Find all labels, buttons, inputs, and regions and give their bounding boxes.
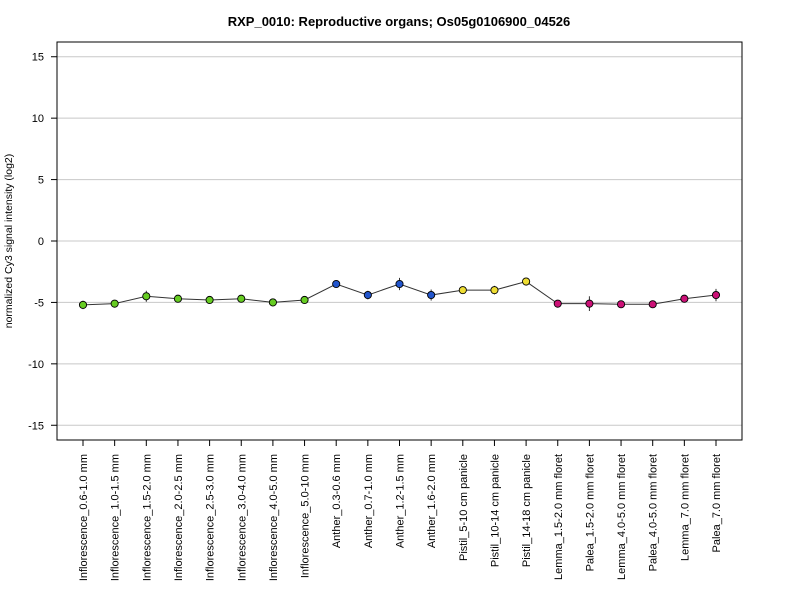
grid-lines xyxy=(57,56,742,426)
data-point xyxy=(490,286,499,295)
data-point xyxy=(142,292,151,301)
x-tick-label: Palea_1.5-2.0 mm floret xyxy=(584,454,596,571)
y-tick-label: 0 xyxy=(38,236,44,248)
x-tick-label: Palea_4.0-5.0 mm floret xyxy=(648,454,660,571)
y-tick-label: 10 xyxy=(32,113,44,125)
data-point xyxy=(173,294,182,303)
x-tick-label: Inflorescence_4.0-5.0 mm xyxy=(268,454,280,581)
data-point xyxy=(300,295,309,305)
y-tick-label: 5 xyxy=(38,175,44,187)
x-tick-label: Inflorescence_1.5-2.0 mm xyxy=(141,454,153,581)
x-tick-label: Anther_0.7-1.0 mm xyxy=(363,454,375,548)
data-point xyxy=(458,286,467,295)
x-tick-label: Inflorescence_2.5-3.0 mm xyxy=(205,454,217,581)
data-point xyxy=(522,277,531,286)
x-tick-label: Inflorescence_1.0-1.5 mm xyxy=(110,454,122,581)
x-tick-label: Inflorescence_3.0-4.0 mm xyxy=(236,454,248,581)
y-tick-label: -10 xyxy=(28,359,44,371)
data-point xyxy=(363,290,372,300)
data-point xyxy=(553,299,562,308)
data-point xyxy=(680,294,689,303)
x-tick-label: Inflorescence_5.0-10 mm xyxy=(300,454,312,578)
axes: 15 10 5 0 -5 -10 -15 Inflorescence_0.6-1.0 mm In… xyxy=(28,52,723,581)
data-point xyxy=(78,300,88,309)
x-tick-label: Anther_0.3-0.6 mm xyxy=(331,454,343,548)
y-axis-title: normalized Cy3 signal intensity (log2) xyxy=(3,154,15,329)
x-tick-label: Pistil_10-14 cm panicle xyxy=(489,454,501,567)
x-tick-label: Anther_1.6-2.0 mm xyxy=(426,454,438,548)
data-point xyxy=(110,299,119,308)
data-point xyxy=(395,279,404,289)
y-tick-label: -15 xyxy=(28,420,44,432)
series-line xyxy=(78,277,721,312)
x-tick-label: Lemma_7.0 mm floret xyxy=(679,454,691,561)
data-point xyxy=(711,290,721,300)
data-point xyxy=(205,295,214,305)
data-point xyxy=(268,298,277,307)
data-point xyxy=(427,290,436,300)
data-point xyxy=(585,299,594,308)
x-tick-label: Palea_7.0 mm floret xyxy=(711,454,723,552)
x-tick-label: Inflorescence_2.0-2.5 mm xyxy=(173,454,185,581)
x-tick-label: Lemma_4.0-5.0 mm floret xyxy=(616,454,628,580)
data-point xyxy=(648,300,657,309)
data-point xyxy=(332,279,341,289)
x-tick-label: Lemma_1.5-2.0 mm floret xyxy=(553,454,565,580)
data-point xyxy=(237,294,246,303)
y-tick-label: -5 xyxy=(34,297,44,309)
x-tick-label: Anther_1.2-1.5 mm xyxy=(395,454,407,548)
chart-title: RXP_0010: Reproductive organs; Os05g0106… xyxy=(228,14,571,29)
y-tick-label: 15 xyxy=(32,52,44,64)
data-point xyxy=(617,300,626,309)
x-tick-label: Inflorescence_0.6-1.0 mm xyxy=(78,454,90,581)
plot-frame xyxy=(56,41,743,441)
x-tick-label: Pistil_5-10 cm panicle xyxy=(458,454,470,561)
x-tick-label: Pistil_14-18 cm panicle xyxy=(521,454,533,567)
